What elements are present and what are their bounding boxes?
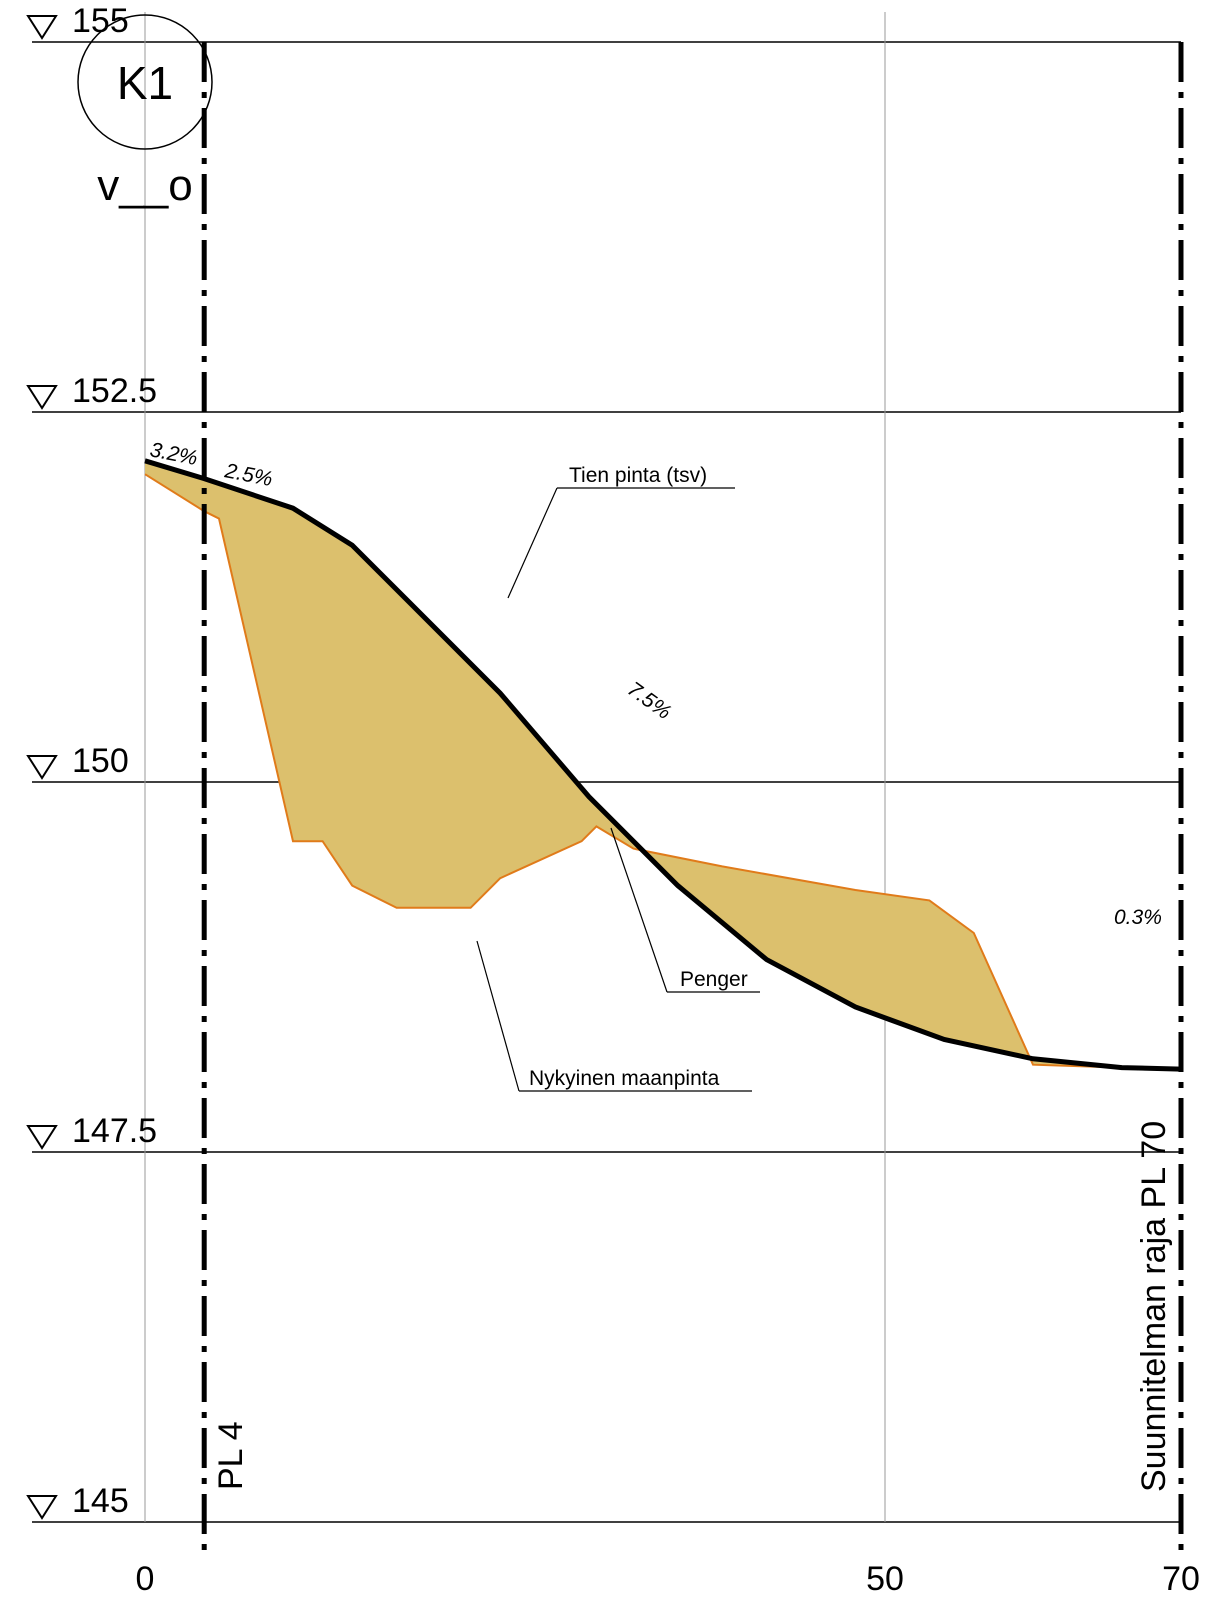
road-surface-line [144,458,1182,1072]
pl-70-text: PL 70 [1135,1121,1173,1209]
level-triangle-4 [26,1495,58,1520]
distance-grid [144,12,886,1522]
ground-callout: Nykyinen maanpinta [476,940,752,1092]
distance-label-0: 0 [136,1560,155,1598]
level-label-1: 152.5 [72,372,157,410]
level-label-3: 147.5 [72,1112,157,1150]
pl-4-label: PL 4 [212,1421,250,1490]
distance-label-1: 50 [866,1560,904,1598]
existing-ground-line [144,473,1122,1069]
section-code-text: v__o [97,161,192,210]
road-surface-callout: Tien pinta (tsv) [507,464,735,599]
embankment-fill [145,460,1122,1068]
slope-label-embankment: 7.5% [623,677,675,724]
level-label-2: 150 [72,742,129,780]
embankment-callout: Penger [610,827,760,993]
level-triangle-0 [26,15,58,40]
level-grid [32,41,1181,1523]
slope-label-end: 0.3% [1114,906,1162,929]
road-surface-label: Tien pinta (tsv) [569,464,707,487]
section-id-circle [77,14,213,150]
section-id-text: K1 [117,57,173,109]
level-triangle-3 [26,1125,58,1150]
level-label-4: 145 [72,1482,129,1520]
level-labels: 155 152.5 150 147.5 145 [26,2,157,1520]
distance-labels: 0 50 70 [136,1560,1200,1598]
embankment-label: Penger [680,968,748,991]
level-label-0: 155 [72,2,129,40]
level-triangle-1 [26,385,58,410]
ground-label: Nykyinen maanpinta [529,1067,720,1090]
level-triangle-2 [26,755,58,780]
distance-label-2: 70 [1162,1560,1200,1598]
plan-boundary-text: Suunnitelman raja [1135,1218,1173,1492]
pl-70-label: Suunnitelman raja PL 70 [1135,1121,1173,1492]
